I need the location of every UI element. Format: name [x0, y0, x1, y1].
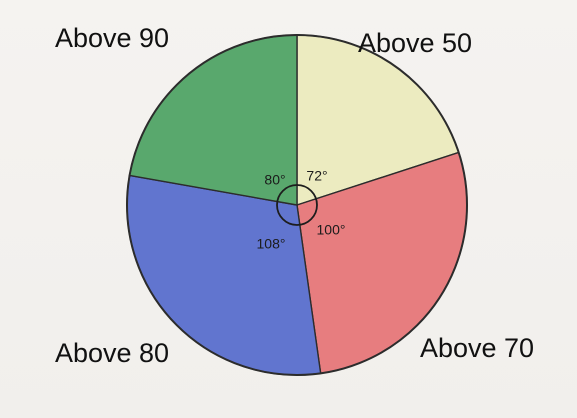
angle-label-above-50: 72°	[306, 168, 327, 184]
slice-label-above-90: Above 90	[55, 23, 169, 53]
slice-labels: Above 50 Above 70 Above 80 Above 90	[55, 23, 534, 368]
pie-slices	[126, 34, 468, 376]
angle-label-above-80: 108°	[257, 236, 286, 252]
pie-outline	[126, 34, 468, 376]
slice-label-above-80: Above 80	[55, 338, 169, 368]
angle-label-above-90: 80°	[264, 172, 285, 188]
slice-label-above-70: Above 70	[420, 333, 534, 363]
angle-label-above-70: 100°	[317, 222, 346, 238]
slice-label-above-50: Above 50	[358, 28, 472, 58]
center-angle-circle	[276, 184, 318, 226]
angle-labels: 72° 100° 108° 80°	[257, 168, 346, 252]
